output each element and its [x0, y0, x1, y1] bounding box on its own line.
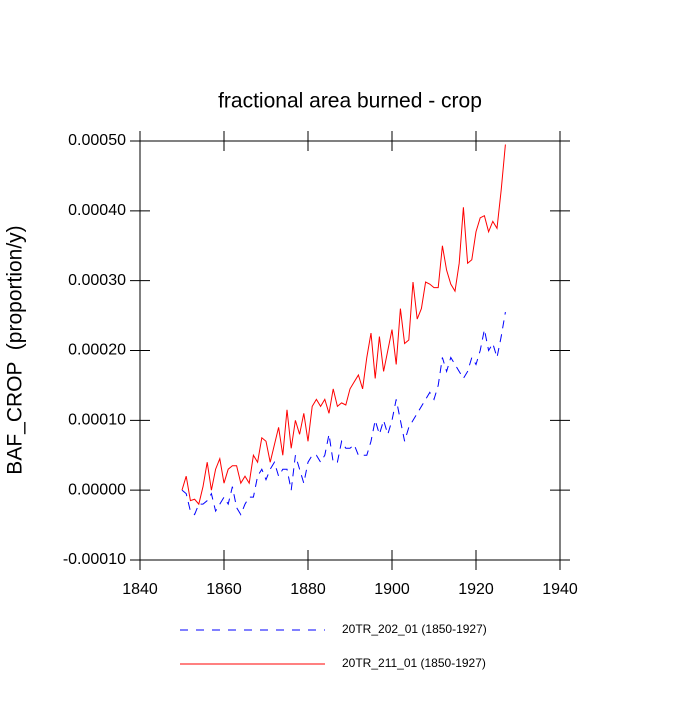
- legend-label: 20TR_211_01 (1850-1927): [342, 656, 486, 670]
- x-tick-label: 1860: [206, 581, 242, 598]
- legend-label: 20TR_202_01 (1850-1927): [342, 622, 487, 636]
- y-axis-label: BAF_CROP (proportion/y): [4, 225, 27, 474]
- x-tick-label: 1920: [458, 581, 494, 598]
- plot-frame: [139, 140, 561, 561]
- y-tick-label: 0.00050: [68, 132, 126, 149]
- x-tick-label: 1840: [122, 581, 158, 598]
- data-line: [181, 312, 506, 516]
- x-tick-label: 1940: [542, 581, 578, 598]
- y-tick-label: 0.00000: [68, 481, 126, 498]
- y-tick-label: 0.00020: [68, 342, 126, 359]
- y-tick-label: 0.00040: [68, 202, 126, 219]
- data-line: [181, 144, 506, 506]
- y-tick-label: -0.00010: [63, 551, 126, 568]
- x-tick-label: 1900: [374, 581, 410, 598]
- x-tick-label: 1880: [290, 581, 326, 598]
- y-tick-label: 0.00030: [68, 272, 126, 289]
- chart-title: fractional area burned - crop: [218, 90, 482, 113]
- y-tick-label: 0.00010: [68, 412, 126, 429]
